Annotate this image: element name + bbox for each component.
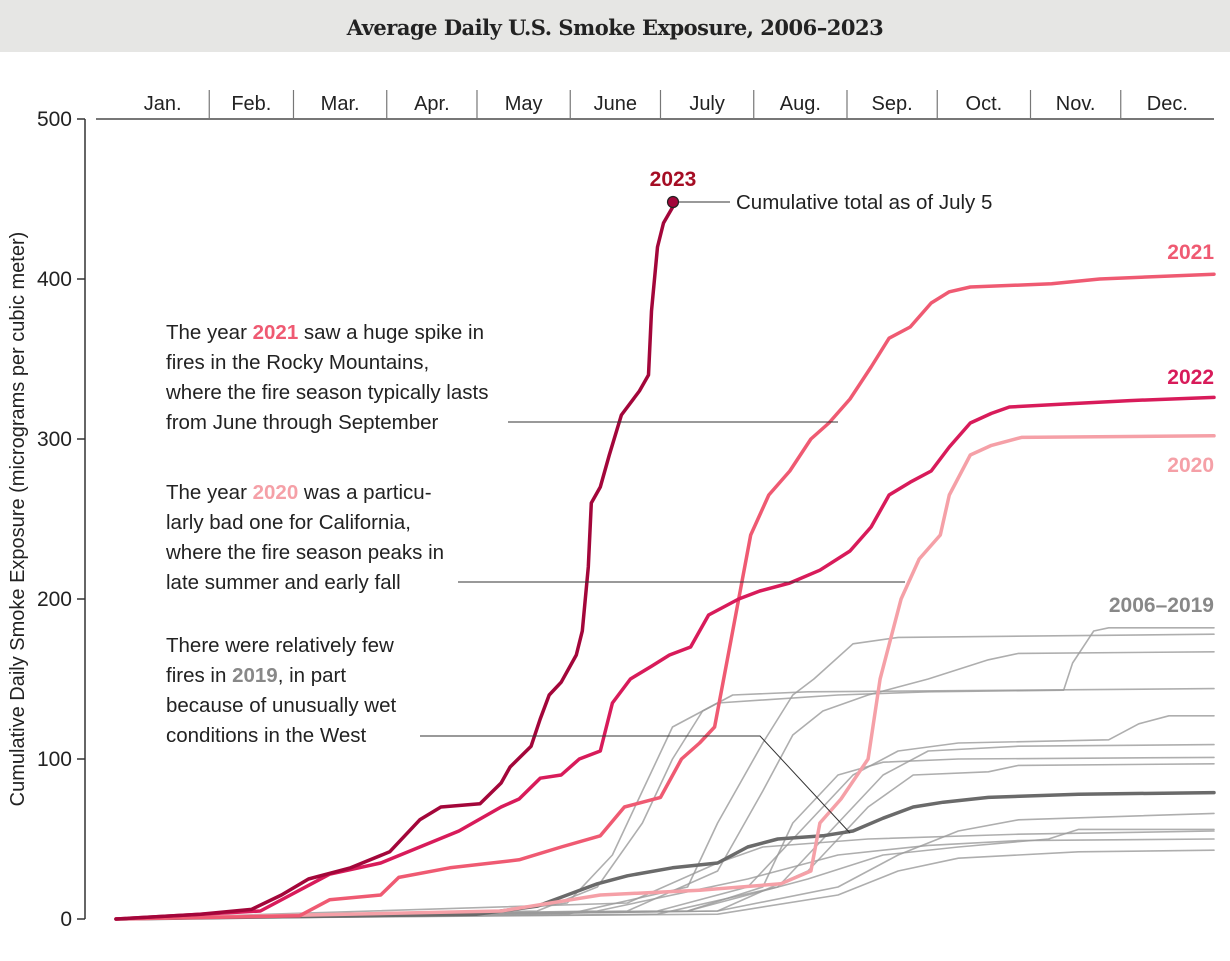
series-line-gray-5 <box>115 743 1215 920</box>
ann-text: saw a huge spike in <box>298 321 484 344</box>
series-line-2021 <box>114 272 1216 921</box>
ann-text: was a particu- <box>298 481 431 504</box>
ann-text: conditions in the West <box>166 724 366 747</box>
svg-text:The year 2021 saw a huge spike: The year 2021 saw a huge spike in <box>166 321 484 344</box>
ann-text: fires in <box>166 664 232 687</box>
y-tick-label: 400 <box>37 268 72 291</box>
month-label: Nov. <box>1056 93 1096 115</box>
ann-text: The year <box>166 321 253 344</box>
y-tick-label: 200 <box>37 588 72 611</box>
y-axis-label: Cumulative Daily Smoke Exposure (microgr… <box>7 232 29 807</box>
series-line-2022 <box>114 395 1216 921</box>
series-line-gray-2 <box>115 650 1215 920</box>
series-label-2006-2019: 2006–2019 <box>1109 594 1214 617</box>
y-tick-label: 500 <box>37 108 72 131</box>
month-label: Aug. <box>780 93 821 115</box>
series-line-gray-7 <box>115 762 1215 920</box>
chart-title: Average Daily U.S. Smoke Exposure, 2006–… <box>346 15 883 40</box>
month-label: June <box>594 93 637 115</box>
ann-text: There were relatively few <box>166 634 394 657</box>
y-tick-label: 300 <box>37 428 72 451</box>
series-line-gray-11 <box>115 838 1215 920</box>
ann-text: where the fire season peaks in <box>165 541 444 564</box>
series-line-2019 <box>114 790 1216 921</box>
series-group <box>114 200 1216 921</box>
ann-text: late summer and early fall <box>166 571 401 594</box>
series-line-gray-1 <box>115 633 1215 920</box>
annotation-2019: There were relatively few fires in 2019,… <box>166 634 851 834</box>
ann-text: The year <box>166 481 253 504</box>
series-line-2020 <box>114 434 1216 921</box>
series-line-gray-12 <box>115 849 1215 920</box>
annotation-2021: The year 2021 saw a huge spike in fires … <box>165 321 838 434</box>
month-label: May <box>505 93 543 115</box>
series-label-2022: 2022 <box>1167 366 1214 389</box>
series-line-gray-4 <box>115 714 1215 920</box>
ann-year-2019: 2019 <box>232 664 278 687</box>
ann-leader-2019 <box>420 735 851 834</box>
ann-text: because of unusually wet <box>166 694 397 717</box>
series-label-2023: 2023 <box>650 168 697 191</box>
series-label-2021: 2021 <box>1167 241 1214 264</box>
series-line-gray-8 <box>115 812 1215 920</box>
endpoint-marker-2023 <box>666 195 680 209</box>
ann-text: , in part <box>278 664 347 687</box>
svg-text:The year 2020 was a particu-: The year 2020 was a particu- <box>166 481 432 504</box>
y-tick-label: 100 <box>37 748 72 771</box>
ann-year-2021: 2021 <box>253 321 299 344</box>
month-label: July <box>689 93 725 115</box>
axes: 0 100 200 300 400 500 Jan. Feb. Mar. Apr. May June J… <box>37 90 1214 931</box>
ann-text: from June through September <box>166 411 439 434</box>
month-label: Oct. <box>966 93 1003 115</box>
ann-year-2020: 2020 <box>253 481 299 504</box>
series-line-2023 <box>114 200 678 921</box>
annotation-2020: The year 2020 was a particu- larly bad o… <box>165 481 905 594</box>
endpoint-annotation: Cumulative total as of July 5 <box>736 191 992 214</box>
month-label: Dec. <box>1147 93 1188 115</box>
month-label: Sep. <box>872 93 913 115</box>
ann-text: where the fire season typically lasts <box>165 381 488 404</box>
month-label: Apr. <box>414 93 450 115</box>
ann-text: fires in the Rocky Mountains, <box>166 351 429 374</box>
month-label: Feb. <box>231 93 271 115</box>
series-label-2020: 2020 <box>1167 454 1214 477</box>
series-line-gray-0 <box>115 626 1215 920</box>
month-label: Mar. <box>321 93 360 115</box>
y-tick-label: 0 <box>60 908 72 931</box>
title-banner <box>0 0 1230 52</box>
svg-text:fires in 2019, in part: fires in 2019, in part <box>166 664 346 687</box>
ann-text: larly bad one for California, <box>166 511 411 534</box>
series-line-gray-10 <box>115 830 1215 920</box>
month-label: Jan. <box>144 93 182 115</box>
series-line-gray-9 <box>115 828 1215 920</box>
